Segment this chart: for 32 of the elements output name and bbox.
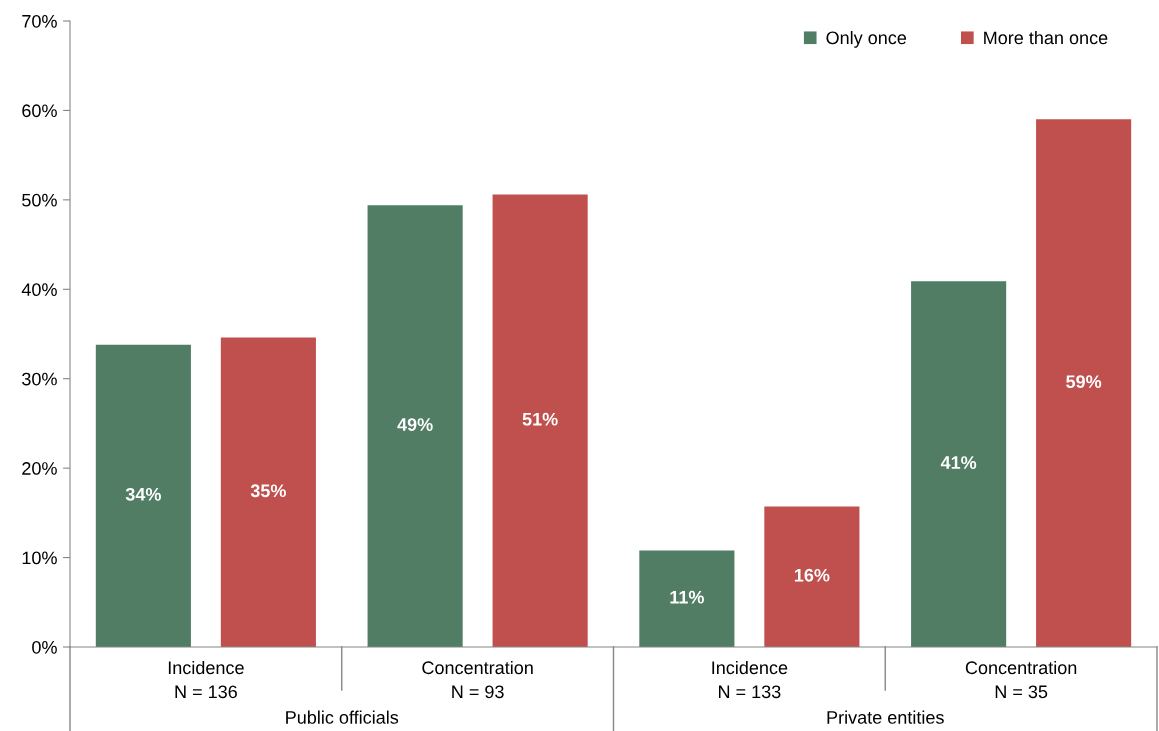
text: Public officials xyxy=(286,710,399,724)
data-label: 35% xyxy=(250,484,286,498)
bar xyxy=(911,281,1007,647)
x-tick-label: Incidence N = 133 xyxy=(712,660,788,699)
legend-label: More than once xyxy=(984,30,1108,45)
data-label: 59% xyxy=(1066,375,1102,389)
data-label: 34% xyxy=(125,487,161,501)
x-tick-label: Concentration N = 35 xyxy=(965,660,1077,699)
text: Private entities xyxy=(827,710,944,724)
y-tick-label: 20% xyxy=(22,462,57,475)
legend-label: Only once xyxy=(826,30,907,48)
data-label: 16% xyxy=(794,568,830,582)
bar xyxy=(220,337,316,647)
data-label: 51% xyxy=(522,412,558,426)
y-tick-label: 10% xyxy=(22,551,57,565)
y-tick-label: 0% xyxy=(32,640,57,654)
y-tick-label: 70% xyxy=(22,14,57,28)
data-label: 11% xyxy=(670,590,704,604)
x-tick-label: Concentration N = 93 xyxy=(422,660,533,699)
bar xyxy=(764,506,860,647)
y-tick-label: 40% xyxy=(21,283,57,297)
data-label: 41% xyxy=(940,456,977,469)
bar xyxy=(367,205,463,647)
y-tick-label: 50% xyxy=(22,193,57,207)
y-tick-label: 30% xyxy=(22,372,57,386)
bar xyxy=(95,344,191,647)
x-tick-label: Incidence N = 136 xyxy=(168,660,244,699)
bar xyxy=(492,194,588,647)
y-tick-label: 60% xyxy=(22,104,57,118)
data-label: 49% xyxy=(397,418,433,431)
bar xyxy=(1036,119,1132,647)
bar xyxy=(639,550,735,647)
